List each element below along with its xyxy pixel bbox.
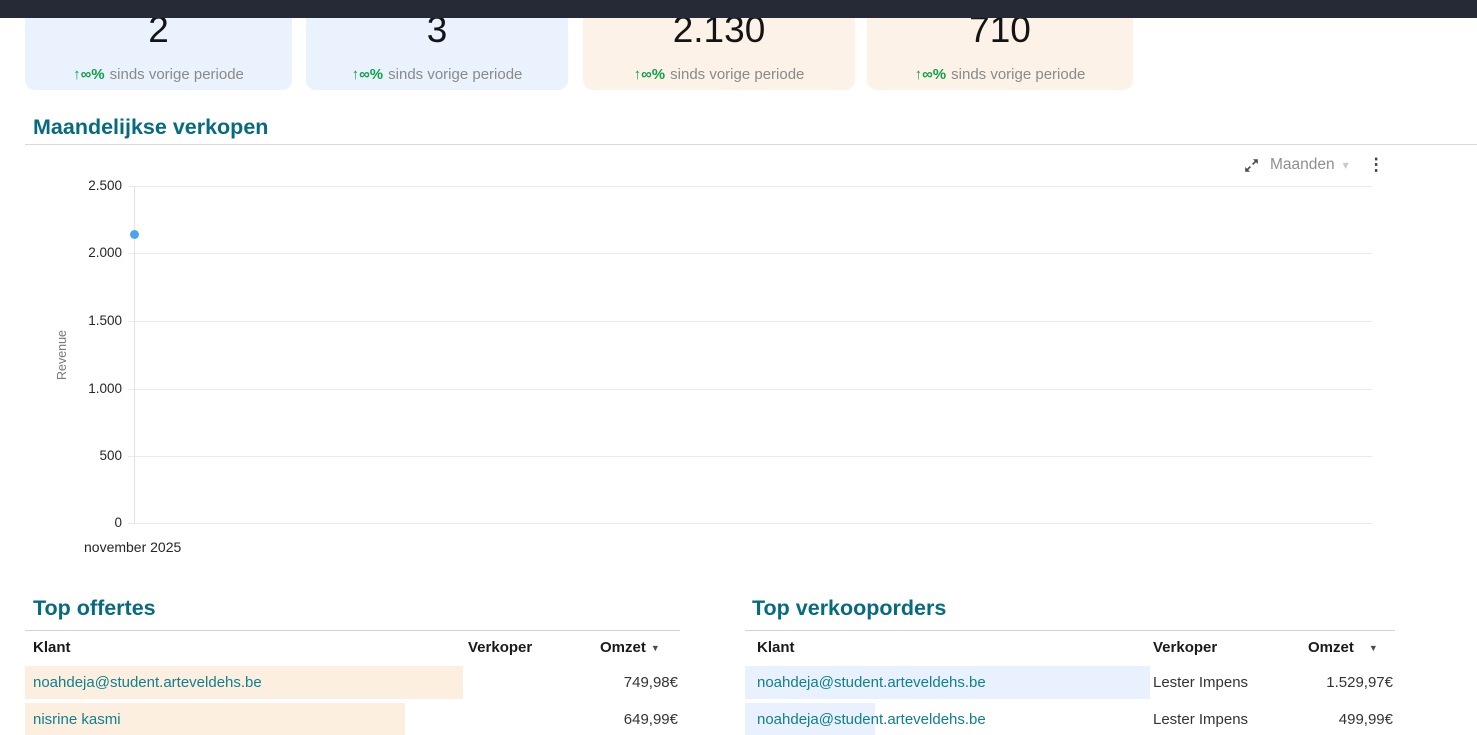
kpi-trend: ↑∞% sinds vorige periode xyxy=(583,65,855,85)
gridline xyxy=(128,523,1372,524)
kpi-trend: ↑∞% sinds vorige periode xyxy=(25,65,292,85)
period-selector-label: Maanden xyxy=(1270,156,1335,173)
kpi-caption: sinds vorige periode xyxy=(109,66,244,83)
trend-up-icon: ↑ xyxy=(351,66,360,83)
table-row[interactable]: noahdeja@student.arteveldehs.be Lester I… xyxy=(745,666,1395,699)
seller-name: Lester Impens xyxy=(1153,711,1249,728)
kebab-menu-button[interactable]: ⋮ xyxy=(1367,155,1385,174)
customer-link[interactable]: nisrine kasmi xyxy=(33,711,121,728)
period-selector[interactable]: Maanden ▾ xyxy=(1270,156,1349,174)
gridline xyxy=(128,456,1372,457)
amount: 649,99€ xyxy=(623,711,678,728)
y-tick-label: 2.500 xyxy=(88,178,122,193)
trend-up-icon: ↑ xyxy=(73,66,81,83)
y-tick-label: 1.000 xyxy=(88,381,122,396)
y-axis-title: Revenue xyxy=(55,329,69,381)
column-header-omzet[interactable]: Omzet ▼ xyxy=(600,639,660,656)
kpi-value: 3 xyxy=(426,9,448,50)
table-title: Top offertes xyxy=(33,596,156,620)
column-header-omzet[interactable]: Omzet ▼ xyxy=(1308,639,1378,656)
expand-chart-button[interactable] xyxy=(1244,158,1259,173)
x-tick-label: november 2025 xyxy=(84,539,182,555)
divider xyxy=(25,144,1477,145)
amount: 1.529,97€ xyxy=(1326,674,1393,691)
table-title: Top verkooporders xyxy=(752,596,947,620)
trend-up-icon: ↑ xyxy=(633,66,642,83)
amount: 499,99€ xyxy=(1338,711,1393,728)
y-tick-label: 0 xyxy=(114,515,122,530)
kpi-caption: sinds vorige periode xyxy=(388,66,523,83)
kpi-caption: sinds vorige periode xyxy=(670,66,805,83)
value-bar xyxy=(25,703,405,735)
kpi-delta: ∞% xyxy=(359,66,384,83)
chart-controls: Maanden ▾ ⋮ xyxy=(1244,154,1385,176)
kpi-delta: ∞% xyxy=(922,66,947,83)
gridline xyxy=(128,321,1372,322)
expand-icon xyxy=(1245,158,1258,172)
value-bar xyxy=(745,666,1150,699)
kpi-trend: ↑∞% sinds vorige periode xyxy=(306,65,568,85)
chevron-down-icon: ▾ xyxy=(1342,158,1349,172)
gridline xyxy=(128,186,1372,187)
gridline xyxy=(134,186,135,524)
y-tick-label: 500 xyxy=(99,448,122,463)
kpi-caption: sinds vorige periode xyxy=(951,66,1086,83)
column-header-klant[interactable]: Klant xyxy=(757,639,795,656)
data-point-november-2025[interactable] xyxy=(130,230,139,239)
value-bar xyxy=(25,666,463,699)
kpi-value: 2 xyxy=(148,9,169,50)
chart-section-title: Maandelijkse verkopen xyxy=(33,115,269,139)
trend-up-icon: ↑ xyxy=(914,66,923,83)
divider xyxy=(745,630,1395,631)
amount: 749,98€ xyxy=(623,674,678,691)
column-header-verkoper[interactable]: Verkoper xyxy=(468,639,533,656)
table-row[interactable]: noahdeja@student.arteveldehs.be Lester I… xyxy=(745,703,1395,735)
kpi-trend: ↑∞% sinds vorige periode xyxy=(867,65,1133,85)
customer-link[interactable]: noahdeja@student.arteveldehs.be xyxy=(33,674,262,691)
gridline xyxy=(128,253,1372,254)
kpi-delta: ∞% xyxy=(80,66,105,83)
sort-desc-icon: ▼ xyxy=(650,643,660,653)
y-tick-label: 2.000 xyxy=(88,245,122,260)
gridline xyxy=(128,389,1372,390)
kpi-delta: ∞% xyxy=(641,66,666,83)
table-row[interactable]: nisrine kasmi 649,99€ xyxy=(25,703,680,735)
table-row[interactable]: noahdeja@student.arteveldehs.be 749,98€ xyxy=(25,666,680,699)
customer-link[interactable]: noahdeja@student.arteveldehs.be xyxy=(757,711,986,728)
column-header-klant[interactable]: Klant xyxy=(33,639,71,656)
seller-name: Lester Impens xyxy=(1153,674,1249,691)
value-bar xyxy=(745,703,875,735)
top-bar xyxy=(0,0,1477,18)
customer-link[interactable]: noahdeja@student.arteveldehs.be xyxy=(757,674,986,691)
y-tick-label: 1.500 xyxy=(88,313,122,328)
column-header-verkoper[interactable]: Verkoper xyxy=(1153,639,1218,656)
sort-desc-icon: ▼ xyxy=(1368,643,1378,653)
divider xyxy=(25,630,680,631)
